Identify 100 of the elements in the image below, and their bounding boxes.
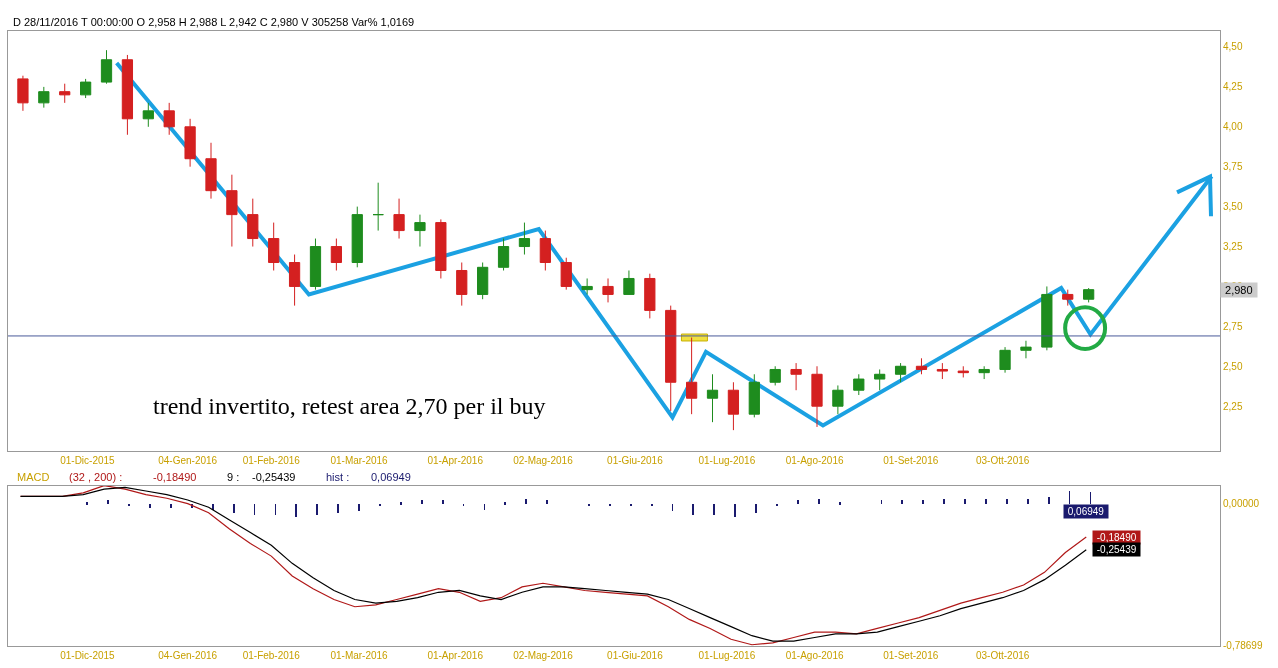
bar [734, 503, 736, 517]
candlestick [665, 305, 677, 412]
candlestick [100, 49, 113, 85]
x-tick-label: 01-Mar-2016 [330, 454, 389, 466]
candlestick [769, 365, 781, 386]
x-tick-label: 01-Set-2016 [883, 454, 939, 466]
candlestick [1062, 289, 1074, 307]
x-tick-label: 01-Lug-2016 [698, 454, 756, 466]
bar [588, 503, 590, 506]
bar [107, 499, 109, 504]
y-tick-label: 2,75 [1223, 320, 1243, 332]
candlestick [330, 238, 342, 271]
bar [149, 503, 151, 508]
x-tick-label: 01-Set-2016 [883, 650, 939, 661]
bar [630, 503, 632, 506]
x-tick-label: 04-Gen-2016 [158, 650, 218, 661]
y-tick-label: 3,50 [1223, 201, 1243, 213]
text: -0,18490 [153, 471, 197, 483]
text: hist : [326, 471, 350, 483]
series-label: (32 , 200) : [69, 471, 123, 483]
x-tick-label: 02-Mag-2016 [513, 650, 574, 661]
bar [525, 498, 527, 504]
x-tick-label: 03-Ott-2016 [975, 650, 1030, 661]
bar [839, 501, 841, 505]
candlestick [351, 206, 363, 268]
candlestick [832, 384, 844, 415]
x-tick-label: 04-Gen-2016 [158, 454, 218, 466]
annotation: trend invertito, retest area 2,70 per il buy [153, 393, 546, 419]
bar [985, 498, 987, 504]
bar [1027, 498, 1029, 504]
x-tick-label: 01-Apr-2016 [427, 650, 484, 661]
x-tick-label: 01-Giu-2016 [607, 454, 664, 466]
candlestick [17, 75, 29, 112]
bar [337, 503, 339, 513]
candlestick [623, 269, 635, 295]
candlestick [978, 365, 990, 380]
candlestick [560, 257, 572, 291]
candlestick [686, 337, 698, 415]
bar [546, 499, 548, 504]
candlestick [1083, 287, 1095, 303]
candlestick [226, 174, 238, 248]
y-tick-label: 2,50 [1223, 360, 1243, 372]
bar [797, 499, 799, 504]
x-tick-label: 02-Mag-2016 [513, 454, 574, 466]
text: 0,06949 [371, 471, 411, 483]
candlestick [142, 102, 154, 128]
y-tick-label: 4,50 [1223, 41, 1243, 53]
candlestick [309, 238, 322, 291]
y-tick-label: 3,25 [1223, 241, 1243, 253]
text: 9 : [227, 471, 240, 483]
chart-title: MACD [17, 471, 50, 483]
candlestick [38, 86, 50, 109]
bar [651, 503, 653, 506]
bar [442, 499, 444, 504]
bar [358, 503, 360, 511]
candlestick [894, 362, 907, 383]
candlestick [874, 368, 886, 391]
bar [964, 498, 966, 504]
candlestick [915, 357, 928, 375]
bar [922, 499, 924, 504]
bar [400, 501, 402, 505]
candlestick [393, 198, 405, 240]
candlestick [853, 373, 865, 396]
data-label: -0,18490 [1094, 532, 1140, 543]
bar [233, 503, 235, 513]
candlestick [205, 142, 217, 200]
data-label: -0,25439 [1094, 544, 1140, 555]
y-tick-label: 0,00000 [1223, 498, 1260, 510]
candlestick [539, 230, 551, 271]
candlestick [581, 277, 593, 295]
candlestick [121, 54, 134, 136]
bar [901, 499, 903, 504]
candlestick [247, 198, 259, 248]
bar [609, 503, 611, 506]
x-tick-label: 01-Ago-2016 [785, 454, 844, 466]
bar [316, 503, 318, 515]
candlestick [957, 365, 969, 378]
x-tick-label: 01-Apr-2016 [427, 454, 484, 466]
bar [776, 503, 778, 506]
candlestick [184, 118, 196, 168]
candlestick [936, 362, 948, 380]
candlestick [1020, 340, 1032, 359]
candlestick [497, 238, 510, 271]
bar [86, 501, 88, 505]
y-tick-label: 4,00 [1223, 121, 1243, 133]
bar [818, 498, 820, 504]
y-tick-label: -0,78699 [1223, 640, 1263, 652]
x-tick-label: 01-Feb-2016 [242, 650, 301, 661]
candlestick [727, 381, 740, 431]
candlestick [288, 254, 301, 307]
y-tick-label: 4,25 [1223, 81, 1243, 93]
x-tick-label: 01-Lug-2016 [698, 650, 756, 661]
bar [295, 503, 297, 517]
bar [170, 503, 172, 508]
bar [1048, 496, 1050, 504]
x-tick-label: 01-Giu-2016 [607, 650, 664, 661]
candlestick [456, 262, 468, 307]
x-tick-label: 01-Dic-2015 [60, 650, 116, 661]
x-tick-label: 01-Ago-2016 [785, 650, 844, 661]
candlestick [80, 78, 92, 99]
